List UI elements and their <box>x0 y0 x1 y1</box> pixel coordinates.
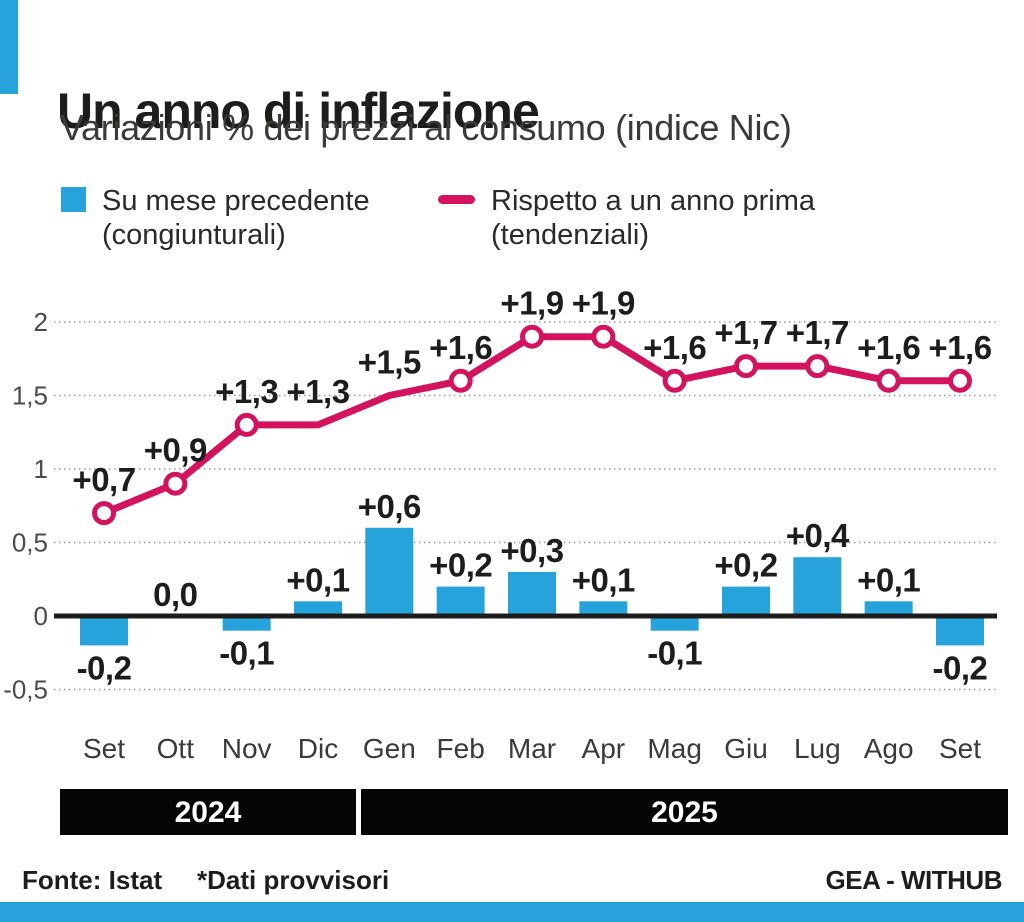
line-point-mag-8 <box>662 368 687 393</box>
bar-gen-4 <box>365 527 414 616</box>
line-point-feb-5 <box>448 368 473 393</box>
bar-series-swatch-icon <box>61 187 86 212</box>
line-point-nov-2 <box>234 412 259 437</box>
line-value-label: +1,7 <box>786 314 849 351</box>
month-label-set-12: Set <box>939 733 981 764</box>
bar-mar-6 <box>507 571 556 616</box>
line-value-label: +1,6 <box>429 329 492 366</box>
bar-lug-10 <box>793 557 842 616</box>
bar-value-label: +0,1 <box>286 561 349 598</box>
line-point-mar-6 <box>519 324 544 349</box>
bar-value-label: +0,1 <box>857 561 920 598</box>
line-value-label: +1,6 <box>857 329 920 366</box>
source-label: Fonte: Istat <box>22 865 163 895</box>
trend-line <box>100 333 964 517</box>
line-series-swatch-icon <box>438 195 475 204</box>
month-label-mar-6: Mar <box>508 733 556 764</box>
line-value-label: +1,9 <box>500 285 563 322</box>
combo-chart: 21,510,50-0,5-0,20,0-0,1+0,1+0,6+0,2 +0,3… <box>3 285 1008 835</box>
bar-set-0 <box>80 616 128 646</box>
year-band-2024 <box>60 789 356 835</box>
line-value-label: +1,6 <box>928 329 991 366</box>
legend-bars-label-line1: Su mese precedente <box>102 185 370 217</box>
bar-value-label: 0,0 <box>153 576 197 613</box>
line-value-label: +1,3 <box>286 373 349 410</box>
line-point-lug-10 <box>805 354 830 379</box>
month-label-ago-11: Ago <box>864 733 914 764</box>
line-value-label: +0,9 <box>144 432 207 469</box>
legend-bars-label: Su mese precedente (congiunturali) <box>102 184 370 252</box>
y-tick-label: 1,5 <box>12 381 48 411</box>
month-label-ott-1: Ott <box>157 733 195 764</box>
bar-value-label: -0,2 <box>77 649 132 686</box>
line-value-label: +0,7 <box>72 461 135 498</box>
bar-dic-3 <box>293 601 342 616</box>
year-band-label-2025: 2025 <box>651 796 718 829</box>
legend-line-label: Rispetto a un anno prima (tendenziali) <box>491 184 815 252</box>
bar-value-label: +0,4 <box>786 517 850 554</box>
legend-bars-label-line2: (congiunturali) <box>102 219 286 251</box>
bar-mag-8 <box>650 616 699 631</box>
y-tick-label: 2 <box>34 307 48 337</box>
month-label-set-0: Set <box>83 733 125 764</box>
month-label-feb-5: Feb <box>437 733 485 764</box>
bar-value-label: -0,1 <box>219 635 274 672</box>
legend-item-bars: Su mese precedente (congiunturali) <box>61 184 370 252</box>
month-label-lug-10: Lug <box>794 733 841 764</box>
line-point-giu-9 <box>733 354 758 379</box>
bar-feb-5 <box>436 586 485 616</box>
y-tick-label: 0 <box>34 601 48 631</box>
bar-nov-2 <box>222 616 271 631</box>
bar-set-12 <box>935 616 984 646</box>
line-point-set-0 <box>92 501 116 526</box>
legend-line-label-line1: Rispetto a un anno prima <box>491 185 816 217</box>
corner-accent-bar <box>0 0 18 94</box>
y-tick-label: 1 <box>34 454 48 484</box>
bar-value-label: +0,3 <box>500 532 563 569</box>
bar-value-label: -0,1 <box>647 635 702 672</box>
bar-ago-11 <box>864 601 913 616</box>
month-label-giu-9: Giu <box>724 733 768 764</box>
line-point-ott-1 <box>163 471 188 496</box>
line-point-set-12 <box>947 368 972 393</box>
line-value-label: +1,9 <box>572 285 635 322</box>
month-label-gen-4: Gen <box>363 733 416 764</box>
page-title: Un anno di inflazione <box>57 82 540 139</box>
year-band-2025 <box>361 789 1008 835</box>
y-tick-label: -0,5 <box>3 675 48 705</box>
month-label-dic-3: Dic <box>298 733 338 764</box>
legend-line-label-line2: (tendenziali) <box>491 219 649 251</box>
line-point-apr-7 <box>591 324 616 349</box>
line-value-label: +1,7 <box>714 314 777 351</box>
month-label-nov-2: Nov <box>222 733 272 764</box>
month-label-mag-8: Mag <box>647 733 701 764</box>
bar-giu-9 <box>721 586 770 616</box>
bar-value-label: -0,2 <box>933 649 988 686</box>
bar-value-label: +0,2 <box>714 547 777 584</box>
line-point-ago-11 <box>876 368 901 393</box>
line-value-label: +1,5 <box>358 344 421 381</box>
bar-value-label: +0,6 <box>358 488 421 525</box>
page-subtitle: Variazioni % dei prezzi al consumo (indi… <box>60 107 792 148</box>
bar-value-label: +0,2 <box>429 547 492 584</box>
line-value-label: +1,3 <box>215 373 278 410</box>
year-band-label-2024: 2024 <box>175 796 242 829</box>
bar-value-label: +0,1 <box>572 561 635 598</box>
credit-label: GEA - WITHUB <box>825 865 1003 895</box>
bar-apr-7 <box>579 601 628 616</box>
month-label-apr-7: Apr <box>582 733 626 764</box>
legend-item-line: Rispetto a un anno prima (tendenziali) <box>438 184 815 252</box>
provisional-note: *Dati provvisori <box>197 865 390 895</box>
y-tick-label: 0,5 <box>12 528 48 558</box>
bottom-accent-strip <box>0 902 1024 922</box>
line-value-label: +1,6 <box>643 329 706 366</box>
